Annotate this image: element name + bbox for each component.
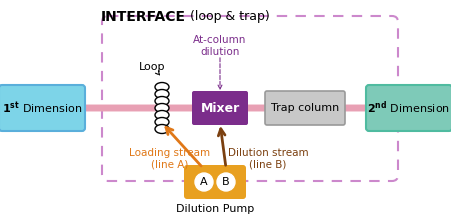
Text: $\mathbf{1}^{\mathbf{st}}$ Dimension: $\mathbf{1}^{\mathbf{st}}$ Dimension <box>2 100 82 116</box>
Text: At-column
dilution: At-column dilution <box>193 35 247 57</box>
Text: A: A <box>200 177 208 187</box>
FancyBboxPatch shape <box>265 91 345 125</box>
Text: Dilution stream
(line B): Dilution stream (line B) <box>228 148 308 170</box>
Ellipse shape <box>155 117 169 127</box>
Ellipse shape <box>155 110 169 120</box>
Text: Dilution Pump: Dilution Pump <box>176 204 254 214</box>
Ellipse shape <box>155 125 169 133</box>
Text: INTERFACE: INTERFACE <box>101 10 186 24</box>
Text: Loop: Loop <box>139 62 165 72</box>
Text: $\mathbf{2}^{\mathbf{nd}}$ Dimension: $\mathbf{2}^{\mathbf{nd}}$ Dimension <box>368 100 451 116</box>
Text: Trap column: Trap column <box>271 103 339 113</box>
Text: Mixer: Mixer <box>200 102 239 115</box>
Text: Loading stream
(line A): Loading stream (line A) <box>129 148 211 170</box>
Ellipse shape <box>155 82 169 92</box>
Circle shape <box>195 173 213 191</box>
FancyBboxPatch shape <box>0 85 85 131</box>
Ellipse shape <box>155 104 169 112</box>
Circle shape <box>217 173 235 191</box>
Ellipse shape <box>155 89 169 99</box>
FancyBboxPatch shape <box>192 91 248 125</box>
Ellipse shape <box>155 97 169 105</box>
FancyBboxPatch shape <box>184 165 246 199</box>
Text: (loop & trap): (loop & trap) <box>186 10 270 23</box>
Text: B: B <box>222 177 230 187</box>
FancyBboxPatch shape <box>366 85 451 131</box>
